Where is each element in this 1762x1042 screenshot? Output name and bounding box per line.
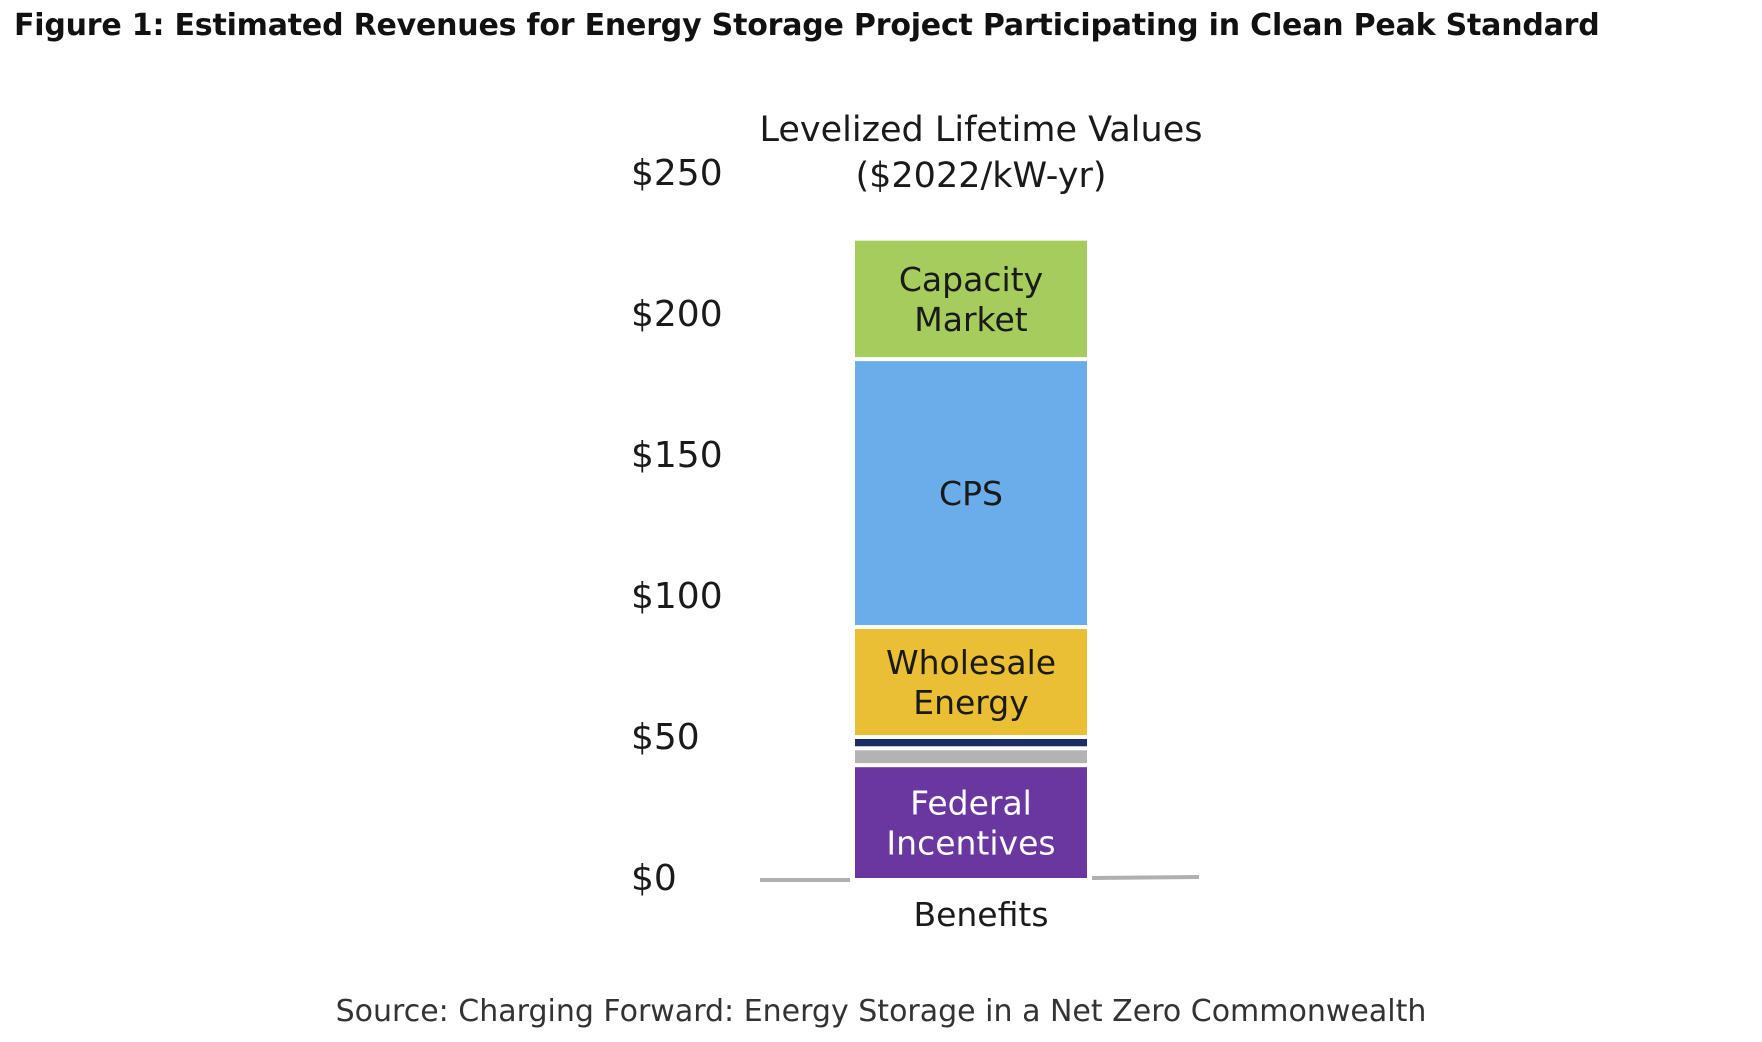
bar-segment-capacity-market [855,240,1087,358]
bar-segment-segment-2 [855,750,1087,764]
bar-segment-segment-3 [855,739,1087,747]
y-tick-label: $200 [631,294,723,335]
source-note: Source: Charging Forward: Energy Storage… [335,994,1427,1029]
chart-subtitle: ($2022/kW-yr) [855,156,1106,196]
y-tick-label: $50 [631,717,700,758]
bar-segment-labels: Federal Incentives Wholesale Energy CPS Capac… [886,260,1056,863]
segment-label-cps: CPS [939,474,1003,513]
baseline-right [1091,875,1200,880]
bar-segment-federal-incentives [855,767,1087,878]
x-category-label: Benefits [913,895,1048,934]
y-tick-label: $250 [631,153,723,194]
segment-label-federal-incentives: Federal Incentives [886,784,1055,863]
y-tick-label: $150 [631,435,723,476]
chart-title: Levelized Lifetime Values [760,110,1203,150]
x-axis-category-labels: Benefits [913,895,1048,934]
bar-segments [855,240,1087,878]
segment-label-capacity-market: Capacity Market [899,260,1043,339]
bar-segment-wholesale-energy [855,629,1087,735]
figure-title: Figure 1: Estimated Revenues for Energy … [14,8,1600,43]
segment-label-wholesale-energy: Wholesale Energy [886,643,1056,722]
bar-segment-cps [855,361,1087,626]
y-axis-tick-labels: $0 $50 $100 $150 $200 $250 [631,153,723,899]
y-tick-label: $0 [631,858,677,899]
x-axis-baseline [760,875,1200,882]
y-tick-label: $100 [631,576,723,617]
